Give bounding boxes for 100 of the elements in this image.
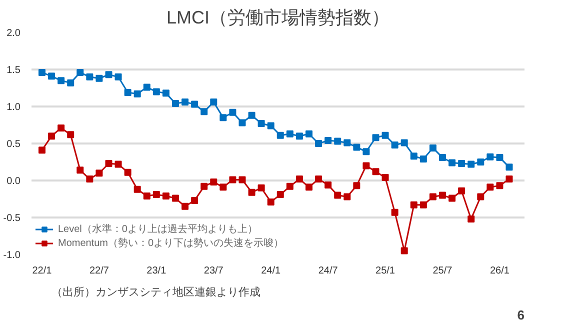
x-tick-label: 24/7 — [318, 266, 338, 276]
point — [400, 247, 408, 254]
point — [315, 140, 322, 147]
x-tick-label: 22/7 — [89, 266, 110, 276]
point — [105, 160, 112, 167]
point — [506, 176, 513, 183]
point — [496, 154, 504, 162]
y-tick-label: 0.5 — [6, 139, 21, 150]
point — [276, 191, 284, 198]
point — [162, 192, 170, 200]
y-tick-label: 2.0 — [6, 28, 21, 39]
point — [362, 162, 370, 170]
point — [410, 152, 418, 160]
legend-label: Level（水準：0より上は過去平均よりも上） — [58, 222, 258, 236]
point — [248, 188, 256, 196]
point — [191, 100, 198, 108]
point — [438, 192, 446, 199]
point — [448, 194, 456, 202]
point — [468, 160, 475, 168]
point — [372, 134, 380, 142]
point — [124, 168, 132, 176]
point — [58, 77, 65, 84]
text: 6 — [517, 308, 525, 322]
point — [344, 139, 351, 146]
point — [391, 141, 398, 148]
point — [420, 156, 427, 163]
point — [468, 215, 475, 222]
point — [238, 176, 246, 184]
point — [382, 174, 389, 182]
point — [38, 68, 46, 76]
point — [67, 131, 74, 138]
legend-label: Momentum（勢い：0より下は勢いの失速を示唆） — [58, 236, 284, 250]
point — [353, 144, 360, 151]
y-tick-label: 1.0 — [6, 102, 21, 113]
point — [305, 184, 312, 191]
point — [324, 137, 332, 144]
point — [76, 68, 84, 76]
point — [410, 201, 418, 208]
point — [334, 138, 342, 145]
y-tick-label: -0.5 — [3, 213, 21, 224]
point — [58, 124, 65, 132]
x-tick-label: 22/1 — [32, 266, 52, 276]
point — [67, 79, 74, 86]
point — [220, 184, 227, 191]
point — [96, 74, 103, 82]
point — [267, 122, 274, 130]
point — [162, 90, 170, 97]
point — [152, 191, 160, 198]
x-tick-label: 25/7 — [432, 266, 453, 276]
point — [124, 88, 132, 96]
point — [143, 84, 150, 91]
point — [305, 130, 312, 138]
point — [96, 170, 103, 177]
point — [248, 112, 256, 119]
point — [267, 198, 274, 206]
x-tick-label: 24/1 — [261, 266, 282, 276]
point — [238, 119, 246, 126]
point — [210, 178, 218, 186]
point — [191, 196, 198, 204]
point — [172, 100, 179, 108]
point — [114, 73, 122, 80]
point — [48, 132, 56, 140]
point — [152, 88, 160, 96]
point — [276, 132, 284, 139]
x-tick-label: 25/1 — [376, 266, 396, 276]
point — [496, 182, 504, 190]
point — [286, 130, 294, 138]
point — [38, 146, 46, 154]
point — [420, 201, 427, 208]
point — [400, 139, 408, 146]
point — [86, 73, 94, 80]
point — [506, 164, 513, 171]
point — [76, 166, 84, 174]
point — [344, 193, 351, 200]
point — [229, 108, 236, 116]
point — [477, 193, 484, 200]
x-tick-label: 26/1 — [490, 266, 510, 276]
chart-title: LMCI（労働市場情勢指数） — [166, 8, 390, 28]
point — [391, 208, 398, 216]
point — [229, 176, 236, 184]
point — [143, 192, 150, 200]
point — [286, 182, 294, 190]
point — [105, 71, 112, 78]
point — [353, 182, 360, 190]
text: （出所）カンザスシティ地区連銀より作成 — [52, 286, 260, 298]
point — [172, 194, 179, 202]
point — [362, 148, 370, 156]
point — [182, 98, 189, 106]
point — [200, 182, 208, 190]
point — [296, 132, 303, 140]
point — [458, 187, 466, 194]
point — [429, 193, 436, 200]
point — [438, 154, 446, 162]
y-tick-label: 0.0 — [6, 176, 21, 187]
point — [324, 181, 332, 188]
point — [48, 72, 56, 80]
x-tick-label: 23/1 — [146, 266, 167, 276]
point — [458, 160, 466, 167]
point — [372, 168, 380, 176]
point — [258, 120, 265, 128]
